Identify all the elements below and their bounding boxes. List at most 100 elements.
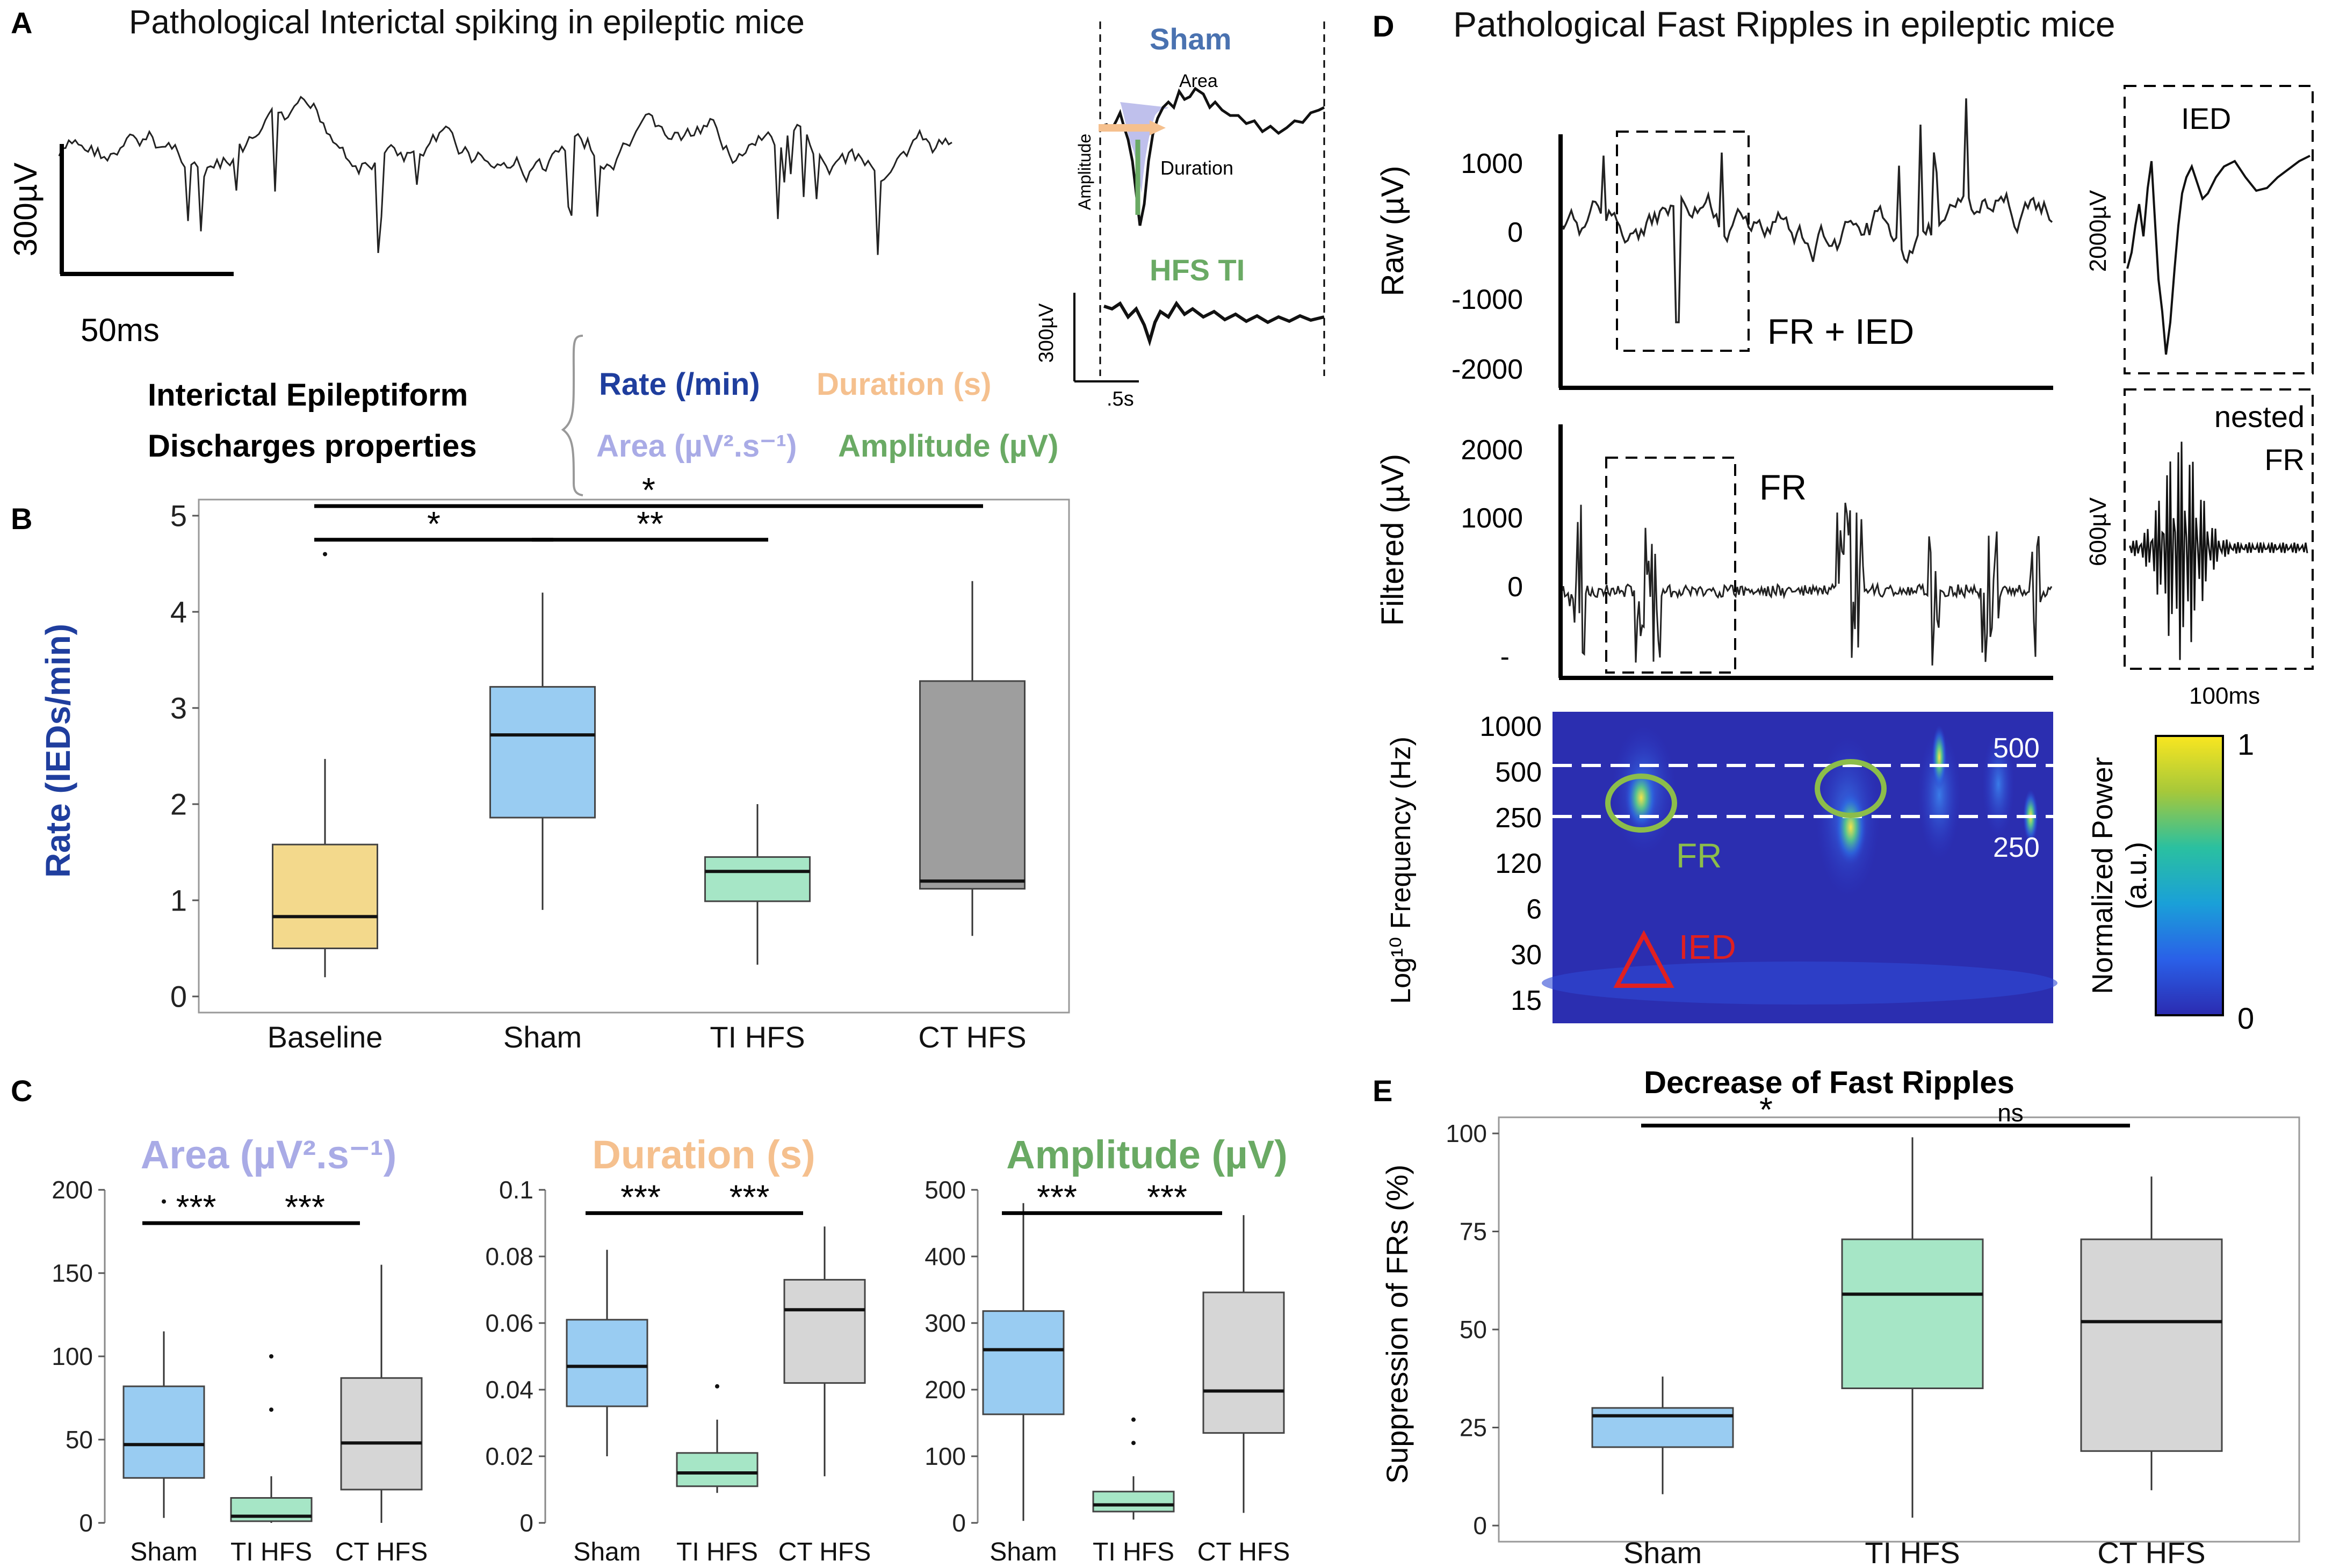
panel-d-title: Pathological Fast Ripples in epileptic m… — [1453, 4, 2115, 44]
chart-title: Duration (s) — [592, 1132, 815, 1177]
raw-ylabel: Raw (µV) — [1375, 166, 1410, 297]
fr-circle — [1815, 759, 1887, 818]
raw-highlight-box — [1616, 131, 1750, 352]
colorbar-label-2: (a.u.) — [2120, 842, 2153, 909]
outlier-point — [162, 1199, 166, 1204]
outlier-point — [1131, 1441, 1136, 1446]
x-tick-label: CT HFS — [778, 1538, 871, 1566]
x-tick-label: TI HFS — [1093, 1538, 1174, 1566]
spec-tick-500: 500 — [1495, 757, 1542, 788]
fr-inset-trace — [2129, 442, 2308, 660]
y-tick-label: 0 — [952, 1509, 966, 1537]
spec-hotspot — [1835, 790, 1867, 865]
colorbar-label-1: Normalized Power — [2086, 757, 2119, 994]
spec-tick-30: 30 — [1511, 940, 1542, 971]
outlier-point — [269, 1354, 273, 1359]
significance-label: *** — [176, 1188, 216, 1226]
y-tick-label: 150 — [52, 1259, 93, 1287]
y-tick-label: 100 — [925, 1442, 966, 1470]
fr-inset-scale: 600µV — [2085, 497, 2111, 566]
spec-tick-250: 250 — [1495, 803, 1542, 834]
spec-fr-label: FR — [1676, 836, 1722, 875]
chart-amplitude: 0 100 200 300 400 500 Sham TI HFS CT HFS *** ***Am… — [925, 1132, 1290, 1566]
panel-label-b: B — [11, 502, 32, 536]
box-ct-hfs — [783, 1278, 866, 1384]
y-tick-label: 25 — [1460, 1414, 1487, 1442]
ied-properties-line2: Discharges properties — [148, 429, 476, 464]
inset-duration-label: Duration — [1160, 157, 1233, 179]
x-tick-label: Sham — [130, 1538, 197, 1566]
y-tick-label: 0 — [79, 1509, 93, 1537]
filt-tick-1000: 1000 — [1461, 503, 1523, 534]
significance-label: * — [1759, 1090, 1773, 1129]
box-ti-hfs — [1841, 1238, 1984, 1390]
filtered-box-label: FR — [1759, 467, 1807, 507]
spec-hotspot — [1625, 765, 1657, 830]
properties-bracket — [561, 335, 583, 496]
filtered-highlight-box — [1605, 457, 1736, 674]
raw-tick-0: 0 — [1507, 217, 1523, 248]
x-tick-label: TI HFS — [710, 1020, 805, 1054]
significance-label: *** — [285, 1188, 325, 1226]
filt-tick-0: 0 — [1507, 572, 1523, 603]
y-tick-label: 50 — [1460, 1316, 1487, 1343]
chart-area: 0 50 100 150 200 Sham TI HFS CT HFS *** *** Area (… — [52, 1132, 428, 1566]
eeg-trace-a — [58, 96, 952, 255]
box-baseline — [272, 843, 378, 950]
y-tick-label: 50 — [66, 1426, 93, 1454]
fr-inset-box — [2124, 388, 2314, 670]
prop-area: Area (µV².s⁻¹) — [596, 429, 797, 464]
spec-band — [1542, 962, 2057, 1005]
x-tick-label: TI HFS — [230, 1538, 312, 1566]
filtered-ylabel: Filtered (µV) — [1375, 454, 1410, 626]
box-sham — [1591, 1407, 1734, 1448]
raw-trace — [1562, 98, 2053, 323]
y-tick-label: 75 — [1460, 1218, 1487, 1246]
y-tick-label: 100 — [52, 1342, 93, 1370]
spec-blob — [1918, 731, 1961, 859]
x-tick-label: CT HFS — [1197, 1538, 1290, 1566]
chart-title: Area (µV².s⁻¹) — [141, 1132, 396, 1177]
raw-tick-m1000: -1000 — [1452, 284, 1523, 315]
box-sham — [122, 1385, 205, 1479]
x-tick-label: Sham — [1623, 1536, 1702, 1568]
prop-rate: Rate (/min) — [599, 367, 760, 402]
raw-tick-1000: 1000 — [1461, 148, 1523, 179]
spec-hotspot — [1932, 725, 1947, 790]
y-tick-label: 0.1 — [499, 1176, 533, 1204]
colorbar — [2155, 735, 2224, 1016]
y-tick-label: 3 — [170, 691, 187, 725]
significance-label: *** — [1037, 1177, 1077, 1216]
box-sham — [489, 686, 596, 819]
x-tick-label: CT HFS — [2097, 1536, 2205, 1568]
y-tick-label: 0 — [519, 1509, 533, 1537]
spec-blob — [1982, 731, 2014, 838]
significance-label: *** — [1147, 1177, 1187, 1216]
inset-amplitude-label: Amplitude — [1075, 134, 1094, 210]
inset-sham-label: Sham — [1150, 22, 1232, 56]
outlier-point — [323, 552, 327, 557]
ied-properties-line1: Interictal Epileptiform — [148, 378, 468, 413]
chart-duration: 0 0.02 0.04 0.06 0.08 0.1 Sham TI HFS CT HFS *** *… — [485, 1132, 871, 1566]
significance-label: * — [427, 504, 441, 543]
inset-scale-x-label: .5s — [1107, 388, 1134, 410]
spectrogram: 500 250 FR IED — [1542, 712, 2057, 1023]
spec-ied-label: IED — [1679, 928, 1736, 966]
fr-inset-label1: nested — [2214, 400, 2305, 433]
box-ct-hfs — [1202, 1291, 1285, 1434]
box-ct-hfs — [340, 1377, 423, 1491]
x-tick-label: Sham — [503, 1020, 582, 1054]
box-ct-hfs — [2080, 1238, 2223, 1452]
spec-tick-1000: 1000 — [1479, 711, 1542, 742]
y-tick-label: 400 — [925, 1242, 966, 1270]
ied-inset-trace — [2126, 155, 2310, 355]
y-tick-label: 0.02 — [485, 1442, 533, 1470]
panel-label-c: C — [11, 1074, 32, 1108]
significance-label: ns — [1997, 1099, 2024, 1126]
significance-label: ** — [637, 504, 663, 543]
y-tick-label: 1 — [170, 884, 187, 917]
inset-area-label: Area — [1179, 71, 1218, 91]
